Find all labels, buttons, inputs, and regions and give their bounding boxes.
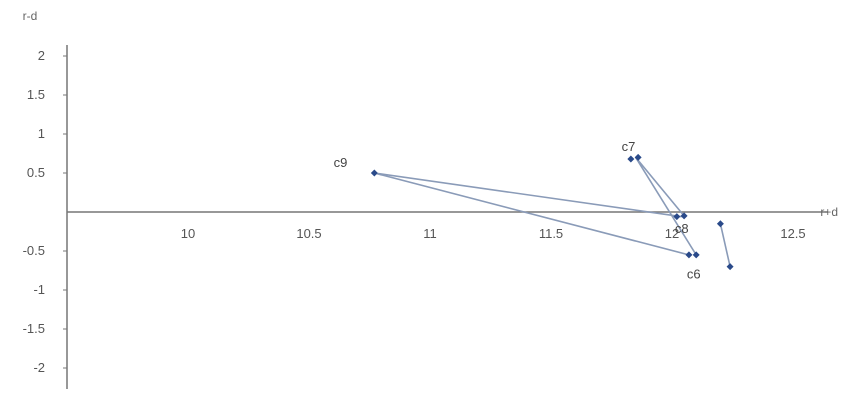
y-tick-label: 1.5: [27, 87, 45, 102]
point-label: c8: [675, 221, 689, 236]
chart-point: [370, 169, 378, 177]
chart-points: [370, 153, 734, 271]
chart-point: [634, 153, 642, 161]
chart-point: [673, 213, 681, 221]
y-tick-label: -1.5: [23, 321, 45, 336]
y-axis-label: r-d: [23, 9, 38, 23]
chart-point: [726, 263, 734, 271]
chart-segment: [635, 156, 685, 217]
y-tick-label: -1: [33, 282, 45, 297]
chart-point: [680, 212, 688, 220]
x-tick-label: 11.5: [539, 226, 563, 241]
point-label: c7: [622, 139, 636, 154]
y-tick-label: -0.5: [23, 243, 45, 258]
chart-segment: [635, 156, 697, 256]
x-tick-label: 11: [423, 226, 437, 241]
y-tick-label: 1: [38, 126, 45, 141]
chart-segments: [374, 156, 731, 267]
chart-segment: [374, 172, 690, 256]
chart-point: [716, 220, 724, 228]
chart-segment: [374, 172, 682, 218]
x-axis-label: r+d: [820, 205, 838, 219]
x-tick-label: 12.5: [780, 226, 805, 241]
chart-point: [692, 251, 700, 259]
x-tick-label: 10: [181, 226, 195, 241]
chart-labels: c9 c7 c8 c6: [334, 139, 701, 281]
y-tick-label: 0.5: [27, 165, 45, 180]
point-label: c9: [334, 155, 348, 170]
x-tick-label: 10.5: [296, 226, 321, 241]
x-tick-label: 12: [665, 226, 679, 241]
y-tick-label: -2: [33, 360, 45, 375]
point-label: c6: [687, 266, 701, 281]
chart-point: [685, 251, 693, 259]
chart-point: [627, 155, 635, 163]
chart-segment: [719, 223, 731, 267]
y-tick-label: 2: [38, 48, 45, 63]
